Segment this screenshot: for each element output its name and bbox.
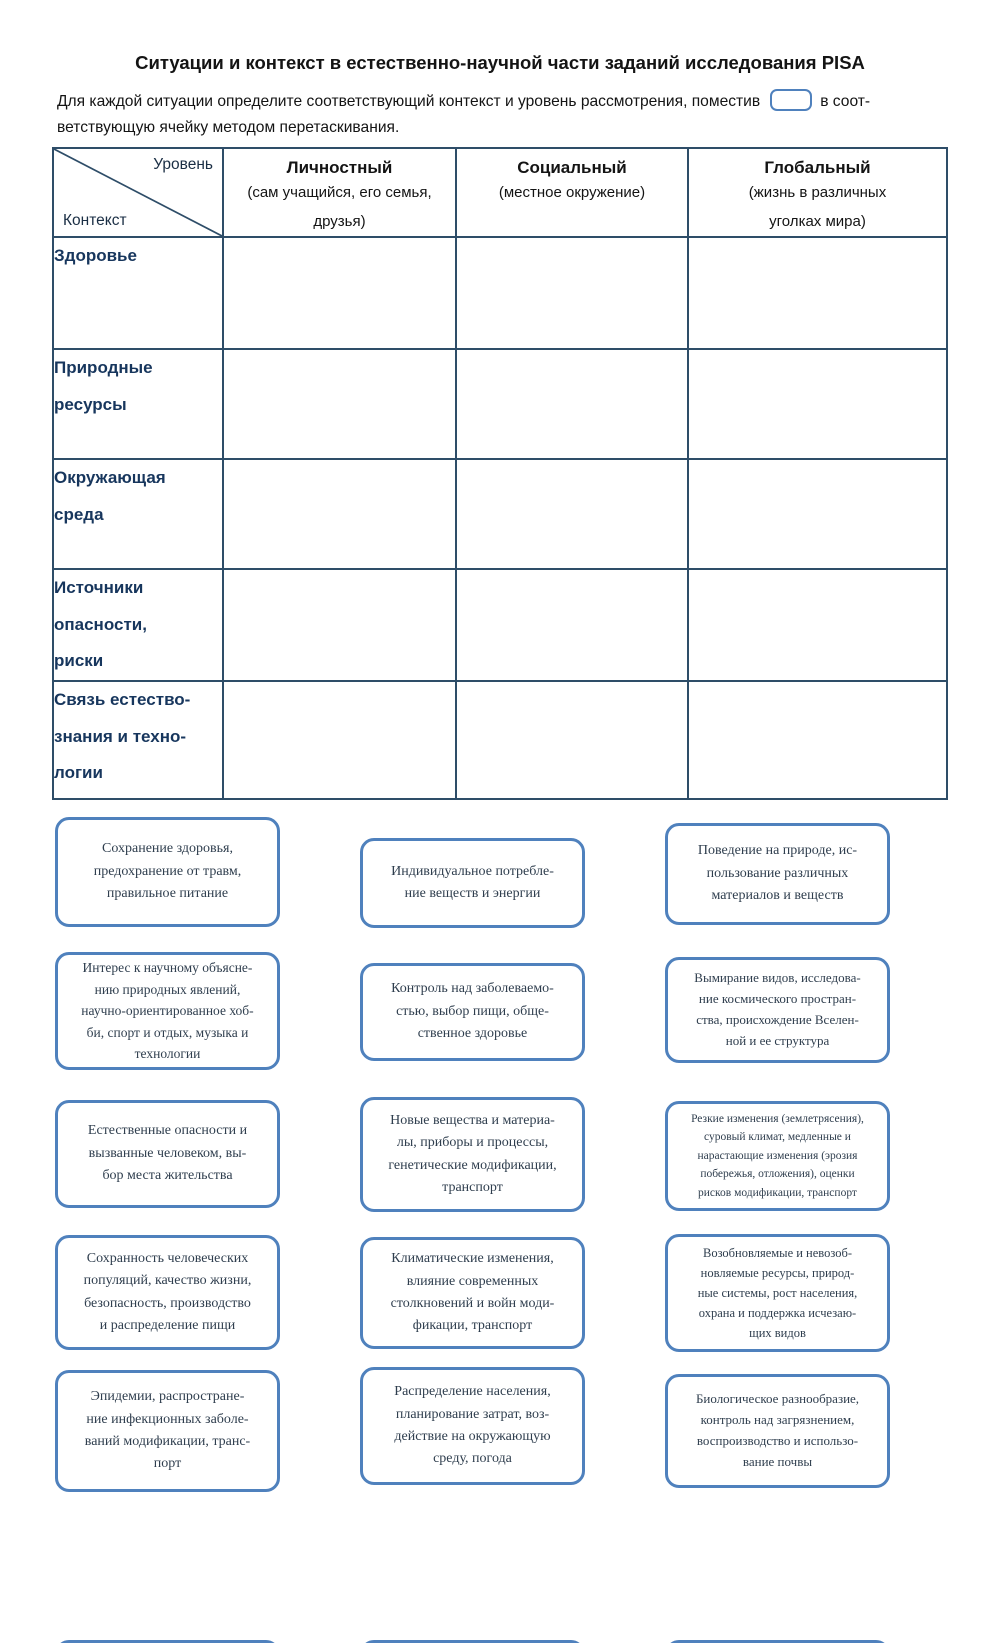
situation-card-6[interactable]: Вымирание видов, исследова- ние космичес… [665,957,890,1063]
card-text: Вымирание видов, исследова- ние космичес… [694,970,861,1048]
instruction-text: Для каждой ситуации определите соответст… [57,89,943,140]
situation-card-13[interactable]: Эпидемии, распростране- ние инфекционных… [55,1370,280,1492]
situation-card-7[interactable]: Естественные опасности и вызванные челов… [55,1100,280,1208]
corner-context-label: Контекст [63,212,127,229]
situation-card-15[interactable]: Биологическое разнообразие, контроль над… [665,1374,890,1488]
drag-token-shape [770,89,813,111]
situation-card-10[interactable]: Сохранность человеческих популяций, каче… [55,1235,280,1350]
drop-cell-science-technology-global[interactable] [687,680,948,800]
drop-cell-environment-global[interactable] [687,458,948,570]
drop-cell-environment-personal[interactable] [222,458,457,570]
situation-card-12[interactable]: Возобновляемые и невозоб- новляемые ресу… [665,1234,890,1352]
card-text: Распределение населения, планирование за… [394,1384,551,1467]
card-text: Интерес к научному объясне- нию природны… [81,960,254,1062]
drop-cell-hazards-global[interactable] [687,568,948,682]
table-corner-cell: Уровень Контекст [52,147,224,238]
card-text: Контроль над заболеваемо- стью, выбор пи… [391,981,554,1042]
row-header-hazards: Источники опасности, риски [52,568,224,682]
card-text: Поведение на природе, ис- пользование ра… [697,843,858,904]
situation-card-5[interactable]: Контроль над заболеваемо- стью, выбор пи… [360,963,585,1061]
row-header-science-technology: Связь естество- знания и техно- логии [52,680,224,800]
situation-card-9[interactable]: Резкие изменения (землетрясения), суровы… [665,1101,890,1211]
drop-cell-health-global[interactable] [687,236,948,350]
card-text: Сохранность человеческих популяций, каче… [83,1250,252,1333]
drop-cell-health-personal[interactable] [222,236,457,350]
corner-level-label: Уровень [153,156,213,173]
situation-card-8[interactable]: Новые вещества и материа- лы, приборы и … [360,1097,585,1212]
column-header-global: Глобальный (жизнь в различных уголках ми… [687,147,948,238]
diagonal-divider-line [54,149,222,236]
instruction-part1: Для каждой ситуации определите соответст… [57,93,761,110]
column-title-personal: Личностный [286,158,393,177]
column-header-social: Социальный (местное окружение) [455,147,689,238]
card-text: Резкие изменения (землетрясения), суровы… [691,1113,864,1199]
column-title-social: Социальный [517,158,627,177]
row-header-natural-resources: Природные ресурсы [52,348,224,460]
card-text: Эпидемии, распростране- ние инфекционных… [84,1389,251,1472]
row-header-health: Здоровье [52,236,224,350]
card-text: Индивидуальное потребле- ние веществ и э… [391,863,554,901]
instruction-part2: в соот- [820,93,871,110]
column-subtitle-global: (жизнь в различных уголках мира) [748,184,887,230]
card-text: Новые вещества и материа- лы, приборы и … [388,1112,557,1195]
card-text: Биологическое разнообразие, контроль над… [695,1391,860,1469]
card-text: Климатические изменения, влияние совреме… [390,1251,555,1334]
situation-card-11[interactable]: Климатические изменения, влияние совреме… [360,1237,585,1349]
card-text: Естественные опасности и вызванные челов… [87,1123,248,1184]
context-level-table: Уровень Контекст Личностный (сам учащийс… [52,147,948,800]
drop-cell-science-technology-personal[interactable] [222,680,457,800]
drop-cell-natural-resources-personal[interactable] [222,348,457,460]
drop-cell-natural-resources-global[interactable] [687,348,948,460]
drop-cell-health-social[interactable] [455,236,689,350]
card-text: Возобновляемые и невозоб- новляемые ресу… [697,1246,858,1340]
card-text: Сохранение здоровья, предохранение от тр… [93,841,242,902]
page-title: Ситуации и контекст в естественно-научно… [135,52,865,73]
drop-cell-natural-resources-social[interactable] [455,348,689,460]
row-header-environment: Окружающая среда [52,458,224,570]
instruction-part3: ветствующую ячейку методом перетаскивани… [57,118,400,136]
column-subtitle-personal: (сам учащийся, его семья, друзья) [247,184,432,230]
drop-cell-environment-social[interactable] [455,458,689,570]
situation-card-14[interactable]: Распределение населения, планирование за… [360,1367,585,1485]
situation-card-2[interactable]: Индивидуальное потребле- ние веществ и э… [360,838,585,928]
drop-cell-science-technology-social[interactable] [455,680,689,800]
column-subtitle-social: (местное окружение) [498,184,646,201]
drop-cell-hazards-personal[interactable] [222,568,457,682]
situation-card-4[interactable]: Интерес к научному объясне- нию природны… [55,952,280,1070]
situation-card-1[interactable]: Сохранение здоровья, предохранение от тр… [55,817,280,927]
column-header-personal: Личностный (сам учащийся, его семья, дру… [222,147,457,238]
situation-card-3[interactable]: Поведение на природе, ис- пользование ра… [665,823,890,925]
column-title-global: Глобальный [764,158,871,177]
drop-cell-hazards-social[interactable] [455,568,689,682]
